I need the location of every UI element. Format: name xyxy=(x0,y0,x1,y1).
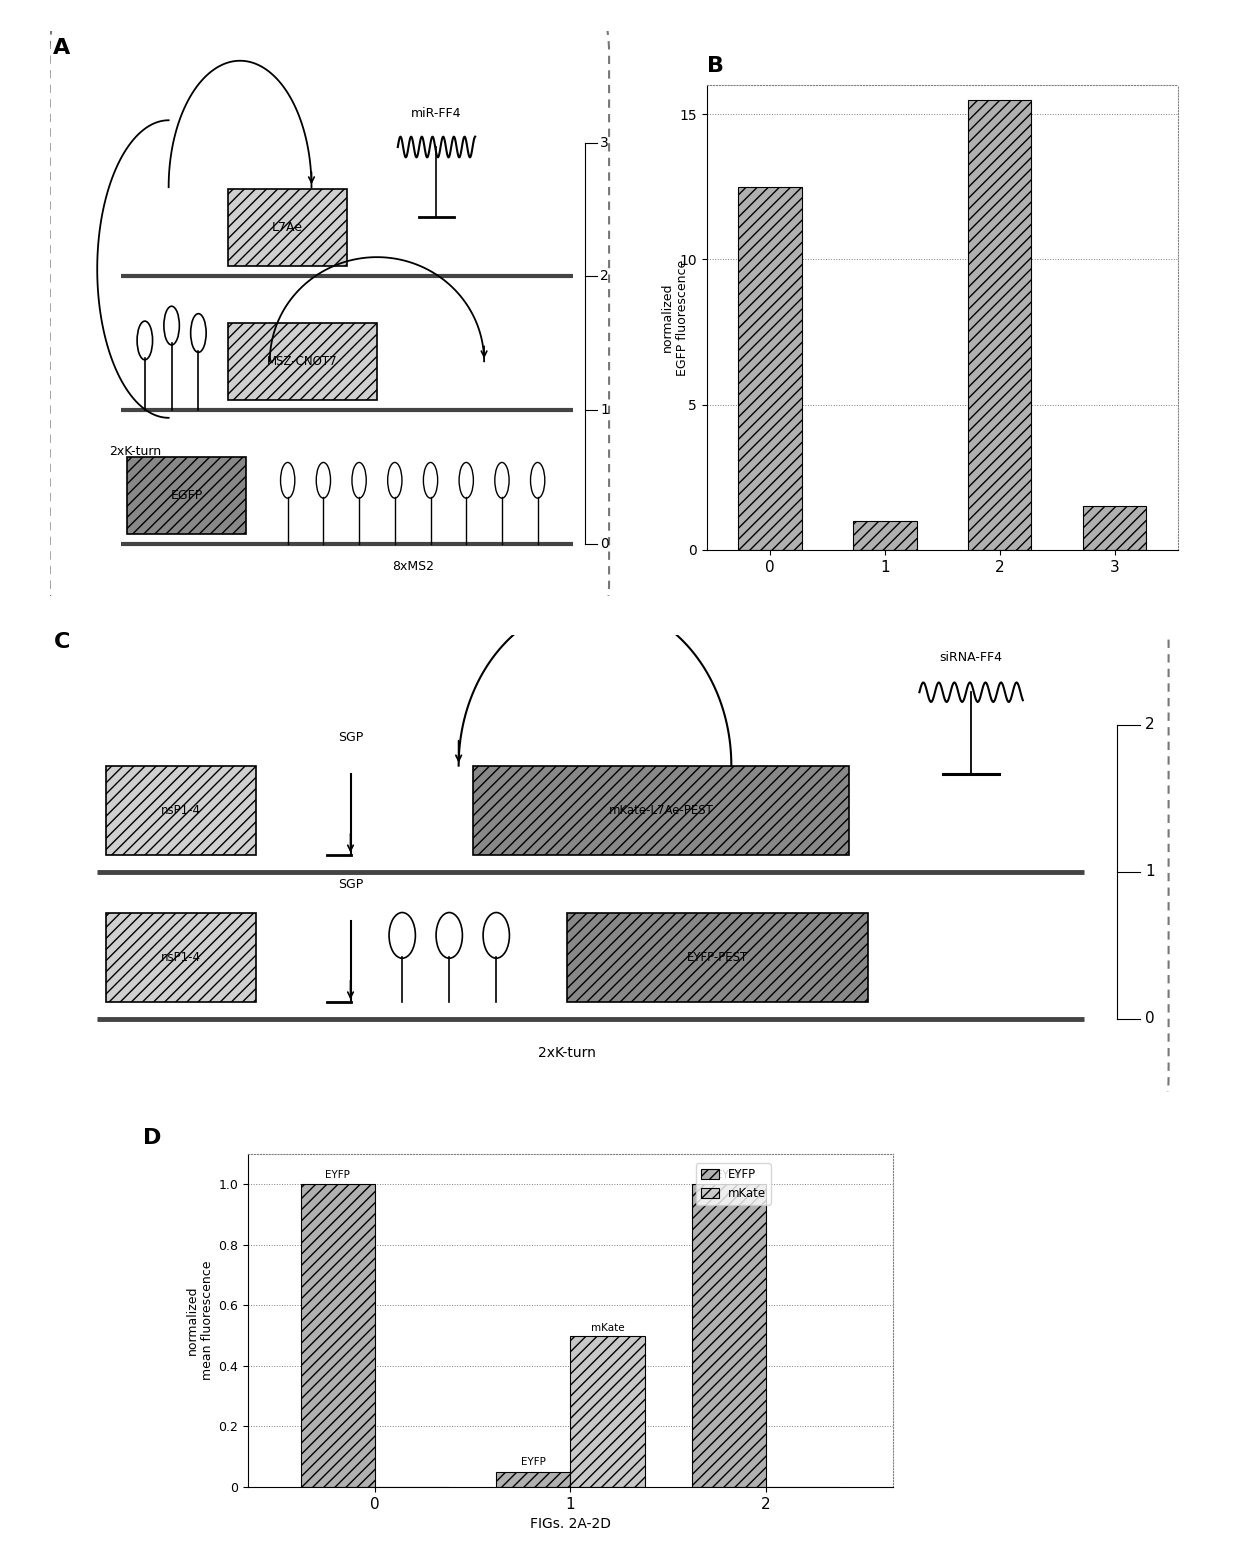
Text: SGP: SGP xyxy=(337,731,363,745)
Bar xyxy=(1084,507,1147,550)
Bar xyxy=(738,187,801,550)
Text: EYFP: EYFP xyxy=(717,1169,742,1180)
Text: 0: 0 xyxy=(600,538,609,551)
Text: mKate-L7Ae-PEST: mKate-L7Ae-PEST xyxy=(609,804,713,816)
Legend: EYFP, mKate: EYFP, mKate xyxy=(696,1163,771,1205)
Text: EYFP-PEST: EYFP-PEST xyxy=(687,951,748,963)
Bar xyxy=(105,765,257,855)
Text: 3: 3 xyxy=(600,136,609,150)
Text: 1: 1 xyxy=(1145,864,1154,880)
Text: 2: 2 xyxy=(1145,717,1154,733)
Text: 8xMS2: 8xMS2 xyxy=(392,559,434,573)
Text: EYFP: EYFP xyxy=(325,1169,351,1180)
Text: EGFP: EGFP xyxy=(170,488,202,502)
Text: 0: 0 xyxy=(1145,1011,1154,1025)
Bar xyxy=(301,1185,374,1487)
Text: 2: 2 xyxy=(600,270,609,283)
Text: SGP: SGP xyxy=(337,878,363,891)
X-axis label: FIGs. 2A-2D: FIGs. 2A-2D xyxy=(529,1518,611,1532)
Bar xyxy=(570,1335,645,1487)
Y-axis label: normalized
mean fluorescence: normalized mean fluorescence xyxy=(186,1261,215,1380)
Bar xyxy=(472,765,849,855)
Text: 2xK-turn: 2xK-turn xyxy=(538,1047,595,1061)
Text: D: D xyxy=(143,1128,161,1148)
FancyBboxPatch shape xyxy=(31,578,1168,1142)
Bar xyxy=(228,322,377,400)
Bar xyxy=(853,520,916,550)
Bar xyxy=(126,457,246,534)
Text: mKate: mKate xyxy=(590,1323,624,1332)
Text: 1: 1 xyxy=(600,403,609,417)
Text: MSZ-CNOT7: MSZ-CNOT7 xyxy=(268,355,337,367)
Bar xyxy=(496,1472,570,1487)
Text: L7Ae: L7Ae xyxy=(273,222,304,234)
Text: siRNA-FF4: siRNA-FF4 xyxy=(940,652,1003,665)
Text: miR-FF4: miR-FF4 xyxy=(412,107,461,121)
FancyBboxPatch shape xyxy=(50,9,609,626)
Text: nsP1-4: nsP1-4 xyxy=(161,951,201,963)
Bar xyxy=(105,912,257,1002)
Text: A: A xyxy=(52,39,69,59)
Text: B: B xyxy=(707,56,724,76)
Bar xyxy=(692,1185,766,1487)
Text: 2xK-turn: 2xK-turn xyxy=(109,445,161,459)
Bar xyxy=(567,912,868,1002)
Bar xyxy=(968,99,1032,550)
Y-axis label: normalized
EGFP fluorescence: normalized EGFP fluorescence xyxy=(661,259,689,376)
Bar xyxy=(228,189,347,266)
Text: C: C xyxy=(55,632,71,652)
Text: nsP1-4: nsP1-4 xyxy=(161,804,201,816)
Text: EYFP: EYFP xyxy=(521,1458,546,1467)
